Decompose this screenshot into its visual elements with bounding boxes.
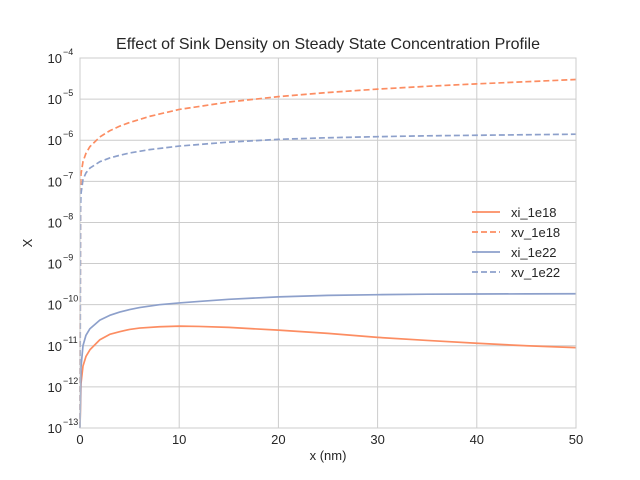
y-tick-label: 10 −4 [48,47,74,66]
y-tick-exponent: −8 [63,211,73,221]
x-tick-label: 20 [271,432,285,447]
y-tick-exponent: −5 [63,88,73,98]
y-tick-label: 10 −8 [48,211,74,230]
y-tick-label: 10 −13 [48,417,79,436]
legend-item: xi_1e18 [472,205,557,220]
y-tick-base: 10 [48,421,62,436]
x-tick-label: 50 [569,432,583,447]
y-tick-exponent: −10 [63,294,78,304]
y-tick-exponent: −13 [63,417,78,427]
y-tick-base: 10 [48,174,62,189]
y-tick-base: 10 [48,215,62,230]
y-tick-base: 10 [48,380,62,395]
legend-item: xi_1e22 [472,245,557,260]
y-tick-exponent: −7 [63,170,73,180]
y-tick-exponent: −12 [63,376,78,386]
legend-label: xi_1e18 [511,205,557,220]
y-tick-label: 10 −9 [48,253,74,272]
legend-label: xi_1e22 [511,245,557,260]
x-tick-label: 10 [172,432,186,447]
series-line-xi-1e18 [79,325,577,429]
y-tick-label: 10 −6 [48,129,74,148]
y-tick-label: 10 −11 [48,335,78,354]
series-group [79,78,577,429]
y-tick-base: 10 [48,257,62,272]
series-line-xv-1e22 [79,133,577,429]
y-tick-base: 10 [48,92,62,107]
plot-frame [79,57,577,429]
x-tick-label: 40 [470,432,484,447]
x-tick-label: 30 [370,432,384,447]
y-axis-label: X [20,238,35,247]
y-tick-base: 10 [48,51,62,66]
y-tick-exponent: −11 [63,335,78,345]
y-tick-base: 10 [48,298,62,313]
legend-item: xv_1e18 [472,225,560,240]
x-axis-label: x (nm) [310,448,347,463]
legend-label: xv_1e18 [511,225,560,240]
series-line-xv-1e18 [79,78,577,429]
y-axis-ticks: 10−1310−1210−1110−1010−910−810−710−610−5… [48,47,79,436]
series-line-xi-1e22 [79,292,577,429]
x-tick-label: 0 [76,432,83,447]
y-tick-label: 10 −10 [48,294,79,313]
y-tick-exponent: −9 [63,253,73,263]
y-tick-label: 10 −12 [48,376,79,395]
y-tick-exponent: −6 [63,129,73,139]
y-tick-base: 10 [48,339,62,354]
legend-label: xv_1e22 [511,265,560,280]
y-tick-base: 10 [48,133,62,148]
x-axis-ticks: 0 10 20 30 40 50 [76,432,583,447]
y-tick-label: 10 −5 [48,88,74,107]
y-tick-label: 10 −7 [48,170,74,189]
chart-title: Effect of Sink Density on Steady State C… [116,36,540,53]
legend: xi_1e18 xv_1e18 xi_1e22 xv_1e22 [472,205,560,280]
legend-item: xv_1e22 [472,265,560,280]
y-tick-exponent: −4 [63,47,73,57]
